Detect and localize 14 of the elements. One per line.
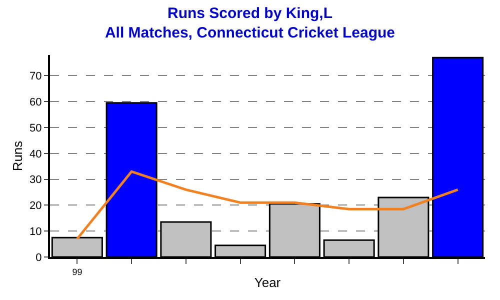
y-axis-title: Runs <box>10 140 25 172</box>
line-series <box>76 170 460 240</box>
y-tick-label: 70 <box>30 70 42 83</box>
chart-subtitle: All Matches, Connecticut Cricket League <box>104 24 396 42</box>
y-tick-label: 20 <box>30 200 42 212</box>
y-tick-label: 0 <box>36 252 42 264</box>
y-tick-label: 60 <box>30 96 42 108</box>
x-axis-title: Year <box>254 274 282 290</box>
chart-title: Runs Scored by King,L <box>167 5 333 22</box>
x-tick-label: 99 <box>72 266 82 277</box>
y-tick-label: 40 <box>30 148 42 160</box>
y-tick-label: 10 <box>30 226 42 238</box>
y-tick-label: 50 <box>30 122 42 134</box>
y-tick-label: 30 <box>30 174 42 186</box>
